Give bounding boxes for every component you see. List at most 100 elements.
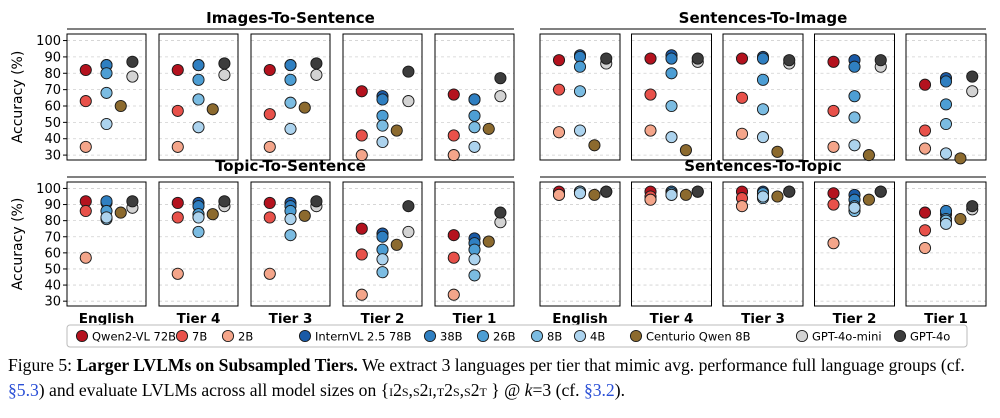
data-point-2b	[79, 140, 92, 153]
caption-ref-1[interactable]: §5.3	[8, 380, 39, 400]
data-point-26b	[100, 67, 113, 80]
data-point-gpt-4o	[691, 52, 704, 65]
data-point-7b	[355, 129, 368, 142]
legend-label-38b: 38B	[440, 330, 463, 344]
data-point-gpt-4o-mini	[494, 90, 507, 103]
data-point-8b	[848, 111, 861, 124]
data-point-26b	[848, 90, 861, 103]
data-point-7b	[447, 251, 460, 264]
data-point-8b	[100, 86, 113, 99]
data-point-gpt-4o	[218, 195, 231, 208]
data-point-2b	[552, 188, 566, 201]
caption-tasks: i2s,s2i,t2s,s2t	[389, 380, 487, 400]
data-point-2b	[827, 237, 840, 250]
data-point-7b	[171, 104, 184, 117]
y-axis-label: Accuracy (%)	[10, 198, 26, 291]
panel-title-sentences-to-image: Sentences-To-Image	[679, 9, 848, 27]
legend-label-8b: 8B	[547, 330, 562, 344]
data-point-gpt-4o-mini	[402, 95, 415, 108]
data-point-2b	[263, 267, 276, 280]
legend-marker-8b	[530, 329, 544, 343]
data-point-4b	[756, 190, 770, 203]
data-point-8b	[376, 119, 389, 132]
subplot-frame-english	[66, 181, 147, 307]
data-point-4b	[284, 122, 297, 135]
data-point-centurio-qwen-8b	[298, 209, 311, 222]
data-point-gpt-4o	[494, 72, 507, 85]
y-tick-label: 50	[44, 116, 61, 131]
data-point-centurio-qwen-8b	[482, 235, 495, 248]
data-point-2b	[447, 149, 460, 162]
data-point-centurio-qwen-8b	[679, 188, 692, 201]
data-point-centurio-qwen-8b	[954, 152, 967, 165]
data-point-2b	[735, 200, 749, 213]
data-point-2b	[171, 267, 184, 280]
subplot-frame-tier-1	[905, 181, 987, 307]
data-point-qwen2-vl-72b	[355, 222, 368, 235]
data-point-gpt-4o	[126, 55, 139, 68]
data-point-centurio-qwen-8b	[679, 144, 692, 157]
tier-label-tier-4: Tier 4	[177, 311, 221, 327]
data-point-gpt-4o	[310, 195, 323, 208]
y-tick-label: 80	[44, 214, 61, 229]
y-tick-label: 30	[44, 295, 61, 310]
data-point-8b	[468, 121, 481, 134]
legend-marker-internvl-2-5-78b	[298, 329, 312, 343]
tier-label-tier-1: Tier 1	[924, 311, 968, 327]
legend-label-gpt-4o-mini: GPT-4o-mini	[812, 330, 882, 344]
legend-marker-26b	[476, 329, 490, 343]
data-point-4b	[756, 131, 770, 144]
data-point-gpt-4o-mini	[402, 225, 415, 238]
data-point-38b	[939, 75, 953, 88]
subplot-frame-english	[539, 181, 621, 307]
data-point-centurio-qwen-8b	[771, 190, 784, 203]
caption-title: Larger LVLMs on Subsampled Tiers.	[76, 355, 358, 375]
subplot-frame-tier-3	[250, 181, 331, 307]
caption-ref-2[interactable]: §3.2	[583, 380, 615, 400]
caption-k-value: =3 (cf.	[532, 380, 584, 400]
subplot-frame-tier-4	[158, 181, 239, 307]
subplot-frame-tier-3	[250, 33, 331, 161]
data-point-centurio-qwen-8b	[588, 139, 601, 152]
data-point-gpt-4o	[874, 54, 887, 67]
data-point-gpt-4o-mini	[126, 70, 139, 83]
data-point-2b	[644, 124, 657, 137]
data-point-centurio-qwen-8b	[954, 212, 967, 226]
tier-label-tier-3: Tier 3	[741, 311, 785, 327]
caption-label: Figure 5:	[8, 355, 73, 375]
data-point-8b	[284, 96, 297, 109]
data-point-7b	[447, 129, 460, 142]
legend-marker-7b	[175, 329, 189, 343]
data-point-8b	[192, 225, 205, 238]
y-tick-label: 50	[44, 262, 61, 277]
data-point-qwen2-vl-72b	[171, 63, 184, 77]
data-point-38b	[665, 52, 678, 65]
data-point-26b	[192, 73, 205, 86]
data-point-4b	[376, 135, 389, 149]
data-point-2b	[171, 140, 184, 153]
panel-title-topic-to-sentence: Topic-To-Sentence	[215, 157, 366, 175]
data-point-26b	[939, 98, 953, 111]
data-point-centurio-qwen-8b	[390, 124, 403, 137]
legend-label-26b: 26B	[493, 330, 516, 344]
data-point-38b	[284, 59, 297, 72]
data-point-7b	[263, 108, 276, 121]
y-tick-label: 70	[44, 230, 61, 245]
data-point-4b	[468, 140, 481, 153]
data-point-4b	[284, 212, 297, 226]
data-point-2b	[79, 251, 92, 264]
data-point-gpt-4o	[310, 57, 323, 70]
data-point-4b	[573, 124, 587, 137]
y-tick-label: 100	[36, 182, 61, 197]
data-point-gpt-4o	[600, 52, 613, 65]
data-point-centurio-qwen-8b	[588, 188, 601, 201]
legend-marker-gpt-4o	[893, 329, 907, 343]
data-point-26b	[284, 73, 297, 86]
subplot-frame-tier-3	[722, 33, 804, 161]
data-point-7b	[918, 124, 932, 137]
caption-k-variable: k	[524, 380, 533, 400]
data-point-4b	[192, 121, 205, 134]
data-point-qwen2-vl-72b	[827, 55, 840, 68]
data-point-26b	[665, 67, 678, 80]
data-point-qwen2-vl-72b	[644, 52, 657, 65]
